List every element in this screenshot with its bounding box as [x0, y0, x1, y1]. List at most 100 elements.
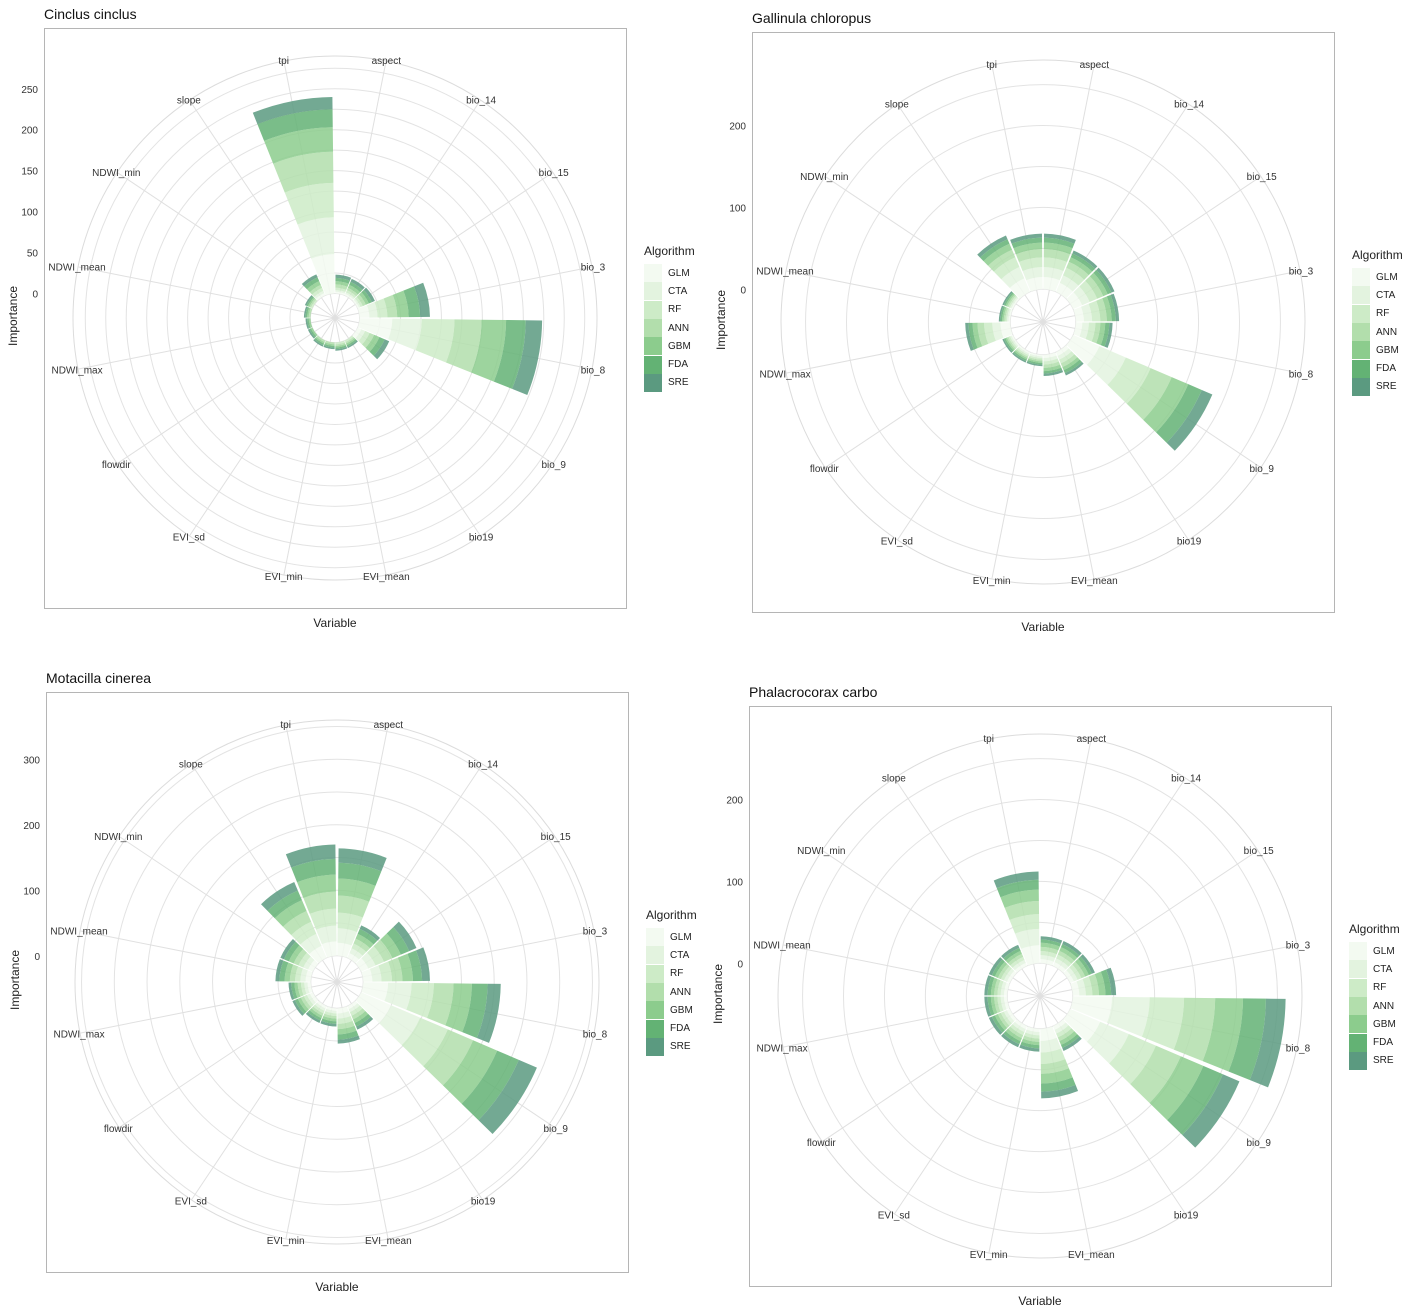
wedge-bio_9-RF — [358, 330, 370, 345]
wedge-NDWI_mean-CTA — [1006, 308, 1012, 322]
legend-item: CTA — [1349, 960, 1400, 979]
category-label: aspect — [374, 720, 404, 731]
wedge-bio_8-GLM — [361, 982, 389, 1001]
grid-circle — [310, 955, 364, 1009]
legend-label: RF — [1373, 982, 1387, 994]
wedge-aspect-GBM — [338, 878, 376, 902]
wedge-EVI_min-ANN — [1028, 356, 1043, 362]
category-label: bio19 — [471, 1197, 496, 1208]
wedge-EVI_min-FDA — [321, 1018, 337, 1024]
wedge-NDWI_mean-GBM — [307, 307, 311, 318]
wedge-slope-RF — [1010, 956, 1025, 968]
category-label: bio_9 — [541, 460, 566, 471]
legend-swatch — [644, 300, 662, 319]
category-label: bio_3 — [581, 263, 606, 274]
wedge-bio_3-GBM — [1102, 296, 1112, 322]
wedge-tpi-CTA — [297, 217, 335, 259]
wedge-NDWI_min-GLM — [1006, 970, 1017, 984]
legend-label: GLM — [1376, 271, 1398, 283]
wedge-NDWI_min-CTA — [303, 956, 315, 970]
grid-circle — [125, 108, 545, 528]
wedge-bio_3-CTA — [366, 302, 378, 318]
wedge-NDWI_min-RF — [298, 952, 311, 968]
wedge-bio_9-GLM — [352, 327, 362, 339]
wedge-NDWI_max-GLM — [1000, 322, 1013, 338]
wedge-EVI_min-RF — [1024, 1032, 1040, 1039]
wedge-tpi-GBM — [1013, 242, 1043, 255]
wedge-EVI_sd-CTA — [315, 1002, 326, 1011]
wedge-bio_15-GBM — [1089, 272, 1108, 297]
wedge-EVI_min-SRE — [320, 1020, 337, 1027]
wedge-tpi-SRE — [993, 871, 1039, 889]
wedge-bio_15-FDA — [1093, 269, 1112, 295]
legend-item: GBM — [644, 337, 695, 356]
legend-item: RF — [646, 964, 697, 983]
wedge-slope-SRE — [301, 274, 318, 287]
y-ticks: 0 100 200 — [729, 122, 746, 297]
category-labels: aspect bio_14 bio_15 bio_3 bio_8 bio_9 bio19 EV… — [756, 60, 1313, 587]
legend-label: CTA — [668, 285, 688, 297]
legend-label: ANN — [668, 322, 690, 334]
wedge-EVI_mean-GBM — [337, 1025, 357, 1035]
legend-item: SRE — [644, 373, 695, 392]
legend-swatch — [646, 946, 664, 965]
legend-item: GLM — [646, 928, 697, 947]
wedge-NDWI_max-FDA — [987, 996, 995, 1016]
wedge-tpi-ANN — [273, 151, 334, 193]
wedge-NDWI_min-ANN — [1006, 294, 1017, 308]
wedge-bio19-RF — [344, 335, 354, 343]
wedge-flowdir-ANN — [1006, 336, 1017, 350]
wedge-EVI_mean-RF — [337, 1016, 353, 1024]
outer-grid-circle — [777, 733, 1303, 1259]
wedge-EVI_sd-ANN — [1007, 1026, 1024, 1039]
wedge-NDWI_max-ANN — [977, 322, 989, 347]
wedge-bio_14-GLM — [344, 293, 354, 301]
wedge-tpi-CTA — [1015, 928, 1040, 949]
y-tick-label: 250 — [21, 85, 38, 96]
wedge-bio_15-FDA — [386, 927, 410, 955]
wedge-NDWI_max-ANN — [994, 996, 1001, 1014]
wedge-bio_8-GBM — [471, 319, 507, 382]
grid-circle — [166, 149, 504, 487]
wedge-NDWI_max-FDA — [291, 982, 298, 1000]
wedge-NDWI_mean-ANN — [308, 308, 313, 318]
wedge-NDWI_max-CTA — [304, 982, 310, 995]
legend-swatch — [646, 1001, 664, 1020]
y-tick-label: 50 — [27, 249, 39, 260]
wedge-EVI_sd-GBM — [315, 336, 325, 344]
wedge-bio_15-ANN — [356, 294, 366, 307]
wedge-slope-GLM — [1014, 962, 1028, 973]
wedge-bio_8-RF — [1141, 997, 1185, 1050]
wedge-flowdir-GLM — [309, 992, 319, 1003]
category-label: EVI_mean — [1071, 576, 1118, 587]
legend-item: ANN — [646, 983, 697, 1002]
outer-grid-circle — [72, 55, 598, 581]
legend-swatch — [1349, 978, 1367, 997]
wedge-bio_14-SRE — [350, 278, 365, 290]
wedge-bio19-FDA — [354, 1013, 371, 1027]
wedge-NDWI_mean-SRE — [984, 975, 992, 996]
y-tick-label: 0 — [737, 959, 743, 970]
wedge-bio_8-RF — [1085, 322, 1096, 342]
wedge-bio_9-FDA — [1156, 384, 1202, 443]
wedge-EVI_sd-FDA — [1003, 1031, 1021, 1045]
category-labels: aspect bio_14 bio_15 bio_3 bio_8 bio_9 bio19 EV… — [753, 734, 1310, 1261]
wedge-bio_9-GLM — [1063, 1008, 1101, 1042]
wedge-bio_9-GBM — [1143, 377, 1189, 433]
wedge-tpi-SRE — [1010, 233, 1043, 244]
wedge-tpi-GLM — [311, 254, 335, 296]
wedge-EVI_sd-SRE — [313, 339, 324, 347]
wedge-bio_15-GBM — [380, 933, 401, 959]
wedge-flowdir-GBM — [310, 327, 318, 337]
legend-label: GBM — [670, 1004, 693, 1016]
wedge-NDWI_mean-FDA — [987, 976, 995, 996]
wedge-bio_3-RF — [374, 298, 388, 318]
wedge-tpi-GLM — [1026, 276, 1043, 292]
wedge-tpi-RF — [1009, 914, 1040, 934]
wedge-bio_14-RF — [351, 943, 367, 956]
wedge-bio_9-CTA — [355, 329, 366, 341]
wedge-bio19-ANN — [1057, 1028, 1075, 1042]
wedge-bio_14-CTA — [349, 948, 363, 960]
wedge-NDWI_min-SRE — [988, 957, 1003, 976]
wedge-aspect-SRE — [1043, 233, 1076, 244]
